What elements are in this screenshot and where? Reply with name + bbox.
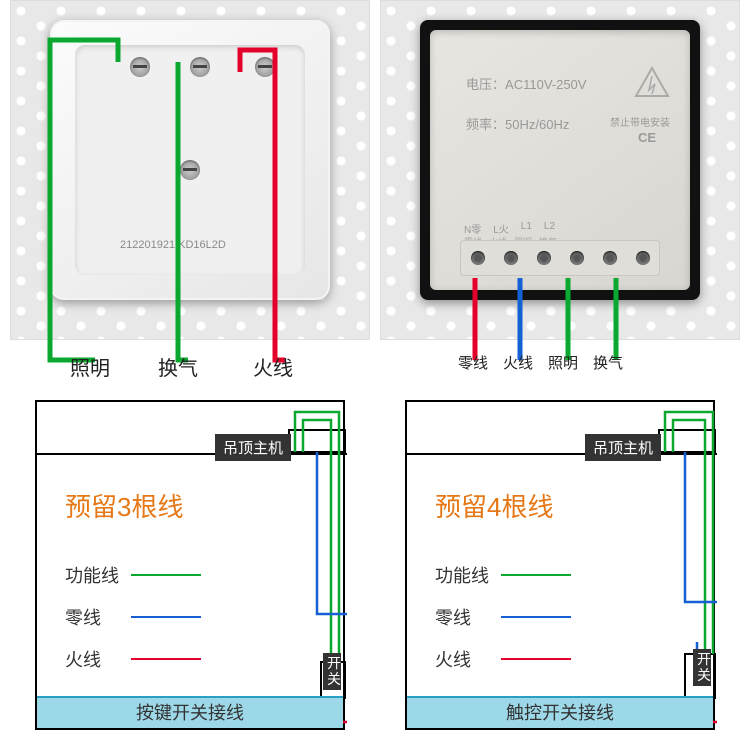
legend-line-icon xyxy=(131,658,201,660)
footer-bar: 触控开关接线 xyxy=(407,696,713,728)
wire-label-live: 火线 xyxy=(253,352,293,381)
legend-label: 零线 xyxy=(65,604,101,630)
ce-mark: CE xyxy=(638,130,656,145)
left-wire-labels: 照明 换气 火线 xyxy=(10,352,370,381)
terminal-hole-icon xyxy=(570,251,584,265)
host-label: 吊顶主机 xyxy=(585,434,661,461)
wire-label-live: 火线 xyxy=(503,352,533,373)
right-wire-labels: 零线 火线 照明 换气 xyxy=(380,352,740,373)
wire-label-lighting: 照明 xyxy=(548,352,578,373)
legend-row: 零线 xyxy=(435,604,571,630)
touch-switch-device: 电压：AC110V-250V 频率：50Hz/60Hz 禁止带电安装 CE N零… xyxy=(420,20,700,300)
screw-icon xyxy=(130,57,150,77)
legend-line-icon xyxy=(501,658,571,660)
wire-label-lighting: 照明 xyxy=(70,352,110,381)
legend-row: 功能线 xyxy=(435,562,571,588)
left-schematic: 吊顶主机 开关 预留3根线 功能线 零线 火线 按键开关接线 xyxy=(35,400,345,730)
warn-text: 禁止带电安装 xyxy=(610,114,670,129)
terminal-hole-icon xyxy=(504,251,518,265)
legend-label: 零线 xyxy=(435,604,471,630)
right-column: 电压：AC110V-250V 频率：50Hz/60Hz 禁止带电安装 CE N零… xyxy=(380,0,740,750)
reserve-text: 预留3根线 xyxy=(65,487,183,524)
legend-line-icon xyxy=(131,574,201,576)
legend-row: 功能线 xyxy=(65,562,201,588)
switch-label: 开关 xyxy=(693,649,711,686)
freq-label: 频率：50Hz/60Hz xyxy=(466,114,569,133)
button-switch-device: 212201921 KD16L2D xyxy=(50,20,330,300)
legend-row: 火线 xyxy=(65,646,201,672)
screw-icon xyxy=(190,57,210,77)
legend: 功能线 零线 火线 xyxy=(435,562,571,688)
wire-label-vent: 换气 xyxy=(593,352,623,373)
terminal-hole-icon xyxy=(537,251,551,265)
legend-row: 火线 xyxy=(435,646,571,672)
terminal-hole-icon xyxy=(636,251,650,265)
left-column: 212201921 KD16L2D 照明 换气 火线 吊顶主机 开关 预留3根线… xyxy=(10,0,370,750)
footer-bar: 按键开关接线 xyxy=(37,696,343,728)
terminal-strip xyxy=(460,240,660,276)
serial-text: 212201921 KD16L2D xyxy=(120,239,226,251)
device-inner: 212201921 KD16L2D xyxy=(75,45,305,275)
legend-line-icon xyxy=(501,574,571,576)
legend-label: 功能线 xyxy=(435,562,489,588)
legend-label: 火线 xyxy=(435,646,471,672)
legend-row: 零线 xyxy=(65,604,201,630)
terminal-labels-top: N零 L火 L1 L2 xyxy=(464,221,555,236)
reserve-text: 预留4根线 xyxy=(435,487,553,524)
wire-label-neutral: 零线 xyxy=(458,352,488,373)
host-label: 吊顶主机 xyxy=(215,434,291,461)
terminal-hole-icon xyxy=(603,251,617,265)
warning-triangle-icon xyxy=(634,66,670,98)
voltage-label: 电压：AC110V-250V xyxy=(466,74,586,93)
terminal-hole-icon xyxy=(471,251,485,265)
right-schematic: 吊顶主机 开关 预留4根线 功能线 零线 火线 触控开关接线 xyxy=(405,400,715,730)
device2-inner: 电压：AC110V-250V 频率：50Hz/60Hz 禁止带电安装 CE N零… xyxy=(430,30,690,290)
legend-label: 功能线 xyxy=(65,562,119,588)
screw-icon xyxy=(255,57,275,77)
legend-label: 火线 xyxy=(65,646,101,672)
wire-label-vent: 换气 xyxy=(158,352,198,381)
screw-icon xyxy=(180,160,200,180)
switch-label: 开关 xyxy=(323,653,341,690)
legend-line-icon xyxy=(501,616,571,618)
legend-line-icon xyxy=(131,616,201,618)
legend: 功能线 零线 火线 xyxy=(65,562,201,688)
